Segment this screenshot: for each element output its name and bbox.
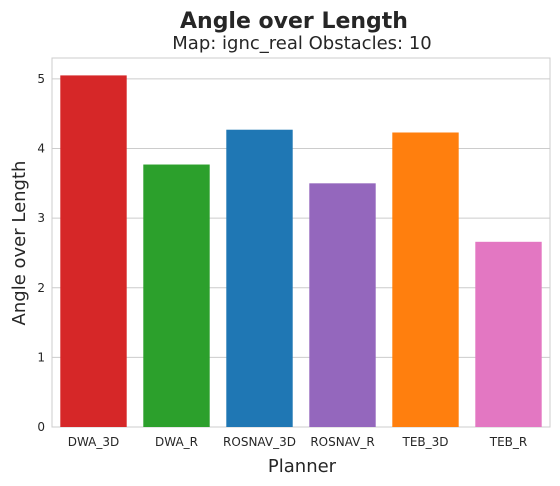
y-grid xyxy=(52,78,550,428)
y-axis-label: Angle over Length xyxy=(9,161,30,326)
x-tick-label: ROSNAV_3D xyxy=(223,435,296,449)
y-tick-label: 2 xyxy=(37,281,45,295)
bar-dwa-r xyxy=(143,164,210,427)
x-tick-label: TEB_3D xyxy=(401,435,448,449)
y-tick-label: 1 xyxy=(37,350,45,364)
bar-rosnav-3d xyxy=(226,129,293,428)
bar-teb-r xyxy=(475,241,542,427)
chart-title: Map: ignc_real Obstacles: 10 xyxy=(172,33,431,54)
bars xyxy=(60,75,542,428)
x-tick-label: TEB_R xyxy=(489,435,527,449)
x-axis-label: Planner xyxy=(268,456,337,477)
y-tick-label: 0 xyxy=(37,420,45,434)
x-tick-label: ROSNAV_R xyxy=(310,435,374,449)
y-tick-label: 5 xyxy=(37,72,45,86)
bar-rosnav-r xyxy=(309,183,376,427)
x-tick-label: DWA_3D xyxy=(68,435,120,449)
y-tick-label: 3 xyxy=(37,211,45,225)
plot-area xyxy=(51,57,551,428)
bar-teb-3d xyxy=(392,132,459,428)
y-tick-label: 4 xyxy=(37,142,45,156)
x-tick-label: DWA_R xyxy=(155,435,198,449)
x-tick-labels: DWA_3D DWA_R ROSNAV_3D ROSNAV_R TEB_3D TEB_R xyxy=(68,435,528,449)
y-tick-labels: 0 1 2 3 4 5 xyxy=(37,72,45,434)
chart-suptitle: Angle over Length xyxy=(180,9,408,34)
bar-dwa-3d xyxy=(60,75,127,427)
